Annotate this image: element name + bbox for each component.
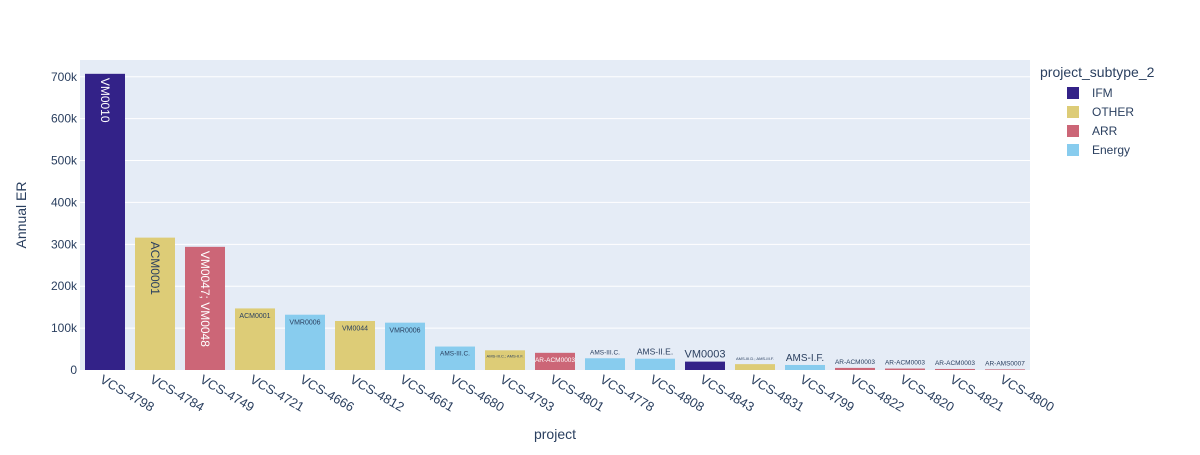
bar-data-label: VMR0006: [389, 327, 420, 334]
bar-labels: VM0010 ACM0001 VM0047; VM0048 ACM0001 VMR000…: [98, 78, 1025, 368]
y-tick-label: 700k: [51, 70, 78, 84]
x-tick-label: VCS-4801: [548, 372, 607, 415]
x-tick-label: VCS-4831: [748, 372, 807, 415]
y-tick-label: 600k: [51, 112, 78, 126]
bar: [585, 358, 625, 370]
x-tick-label: VCS-4812: [348, 372, 407, 415]
legend-entry-label[interactable]: IFM: [1092, 86, 1113, 100]
bar-data-label: AMS-III.C.; AMS-II.F.: [487, 354, 524, 359]
bar: [185, 246, 225, 370]
y-axis-title: Annual ER: [13, 182, 29, 249]
bar: [685, 361, 725, 370]
y-tick-label: 100k: [51, 321, 78, 335]
bar-data-label: ACM0001: [239, 313, 270, 320]
x-tick-label: VCS-4800: [998, 372, 1057, 415]
bar: [885, 368, 925, 370]
x-tick-label: VCS-4822: [848, 372, 907, 415]
bar: [435, 346, 475, 370]
bar: [335, 320, 375, 370]
bars: [85, 73, 1025, 370]
x-tick-label: VCS-4680: [448, 372, 507, 415]
bar-data-label: AR-ACM0003: [885, 360, 925, 367]
bar-data-label: AMS-III.C.: [440, 351, 470, 358]
bar: [135, 237, 175, 370]
legend-swatch: [1067, 87, 1079, 99]
x-tick-labels: VCS-4798VCS-4784VCS-4749VCS-4721VCS-4666…: [98, 372, 1057, 415]
x-tick-label: VCS-4799: [798, 372, 857, 415]
y-tick-label: 0: [70, 363, 77, 377]
bar-data-label: VM0010: [98, 78, 112, 123]
bar-data-label: VM0044: [342, 326, 368, 333]
bar: [235, 308, 275, 370]
legend-swatch: [1067, 144, 1079, 156]
x-tick-label: VCS-4661: [398, 372, 457, 415]
legend-entry-label[interactable]: ARR: [1092, 124, 1118, 138]
x-tick-label: VCS-4749: [198, 372, 257, 415]
y-tick-label: 200k: [51, 279, 78, 293]
y-tick-labels: 0 100k 200k 300k 400k 500k 600k 700k: [51, 70, 78, 377]
x-tick-label: VCS-4821: [948, 372, 1007, 415]
bar-data-label: VMR0006: [289, 319, 320, 326]
x-tick-label: VCS-4666: [298, 372, 357, 415]
bar: [985, 369, 1025, 370]
bar-data-label: AR-ACM0003: [535, 357, 575, 364]
x-tick-label: VCS-4798: [98, 372, 157, 415]
bar-data-label: AR-ACM0003: [835, 359, 875, 366]
bar: [835, 367, 875, 370]
x-tick-label: VCS-4793: [498, 372, 557, 415]
bar-data-label: AMS-III.D.; AMS-III.F.: [736, 356, 774, 361]
y-tick-label: 400k: [51, 195, 78, 209]
x-tick-label: VCS-4721: [248, 372, 307, 415]
bar-data-label: ACM0001: [148, 242, 162, 296]
x-tick-label: VCS-4843: [698, 372, 757, 415]
bar-data-label: VM0003: [685, 349, 726, 361]
x-tick-label: VCS-4820: [898, 372, 957, 415]
bar: [85, 73, 125, 370]
bar-data-label: AMS-II.E.: [637, 347, 673, 357]
bar: [935, 368, 975, 370]
bar-data-label: AR-ACM0003: [935, 360, 975, 367]
x-axis-title: project: [534, 426, 576, 442]
bar: [385, 322, 425, 370]
legend-entry-label[interactable]: OTHER: [1092, 105, 1134, 119]
bar: [785, 364, 825, 370]
bar-data-label: AR-AMS0007: [985, 360, 1025, 367]
legend: project_subtype_2 IFM OTHER ARR Energy: [1040, 64, 1155, 157]
bar: [535, 352, 575, 370]
y-tick-label: 300k: [51, 237, 78, 251]
legend-swatch: [1067, 125, 1079, 137]
bar: [485, 350, 525, 370]
bar-data-label: AMS-III.C.: [590, 349, 620, 356]
x-tick-label: VCS-4784: [148, 372, 207, 415]
bar: [635, 358, 675, 370]
bar-data-label: AMS-I.F.: [786, 353, 824, 364]
y-tick-label: 500k: [51, 154, 78, 168]
legend-swatch: [1067, 106, 1079, 118]
bar-data-label: VM0047; VM0048: [198, 251, 212, 347]
legend-title: project_subtype_2: [1040, 64, 1155, 80]
bar: [735, 364, 775, 370]
x-tick-label: VCS-4778: [598, 372, 657, 415]
bar: [285, 314, 325, 370]
x-tick-label: VCS-4808: [648, 372, 707, 415]
legend-entry-label[interactable]: Energy: [1092, 143, 1130, 157]
